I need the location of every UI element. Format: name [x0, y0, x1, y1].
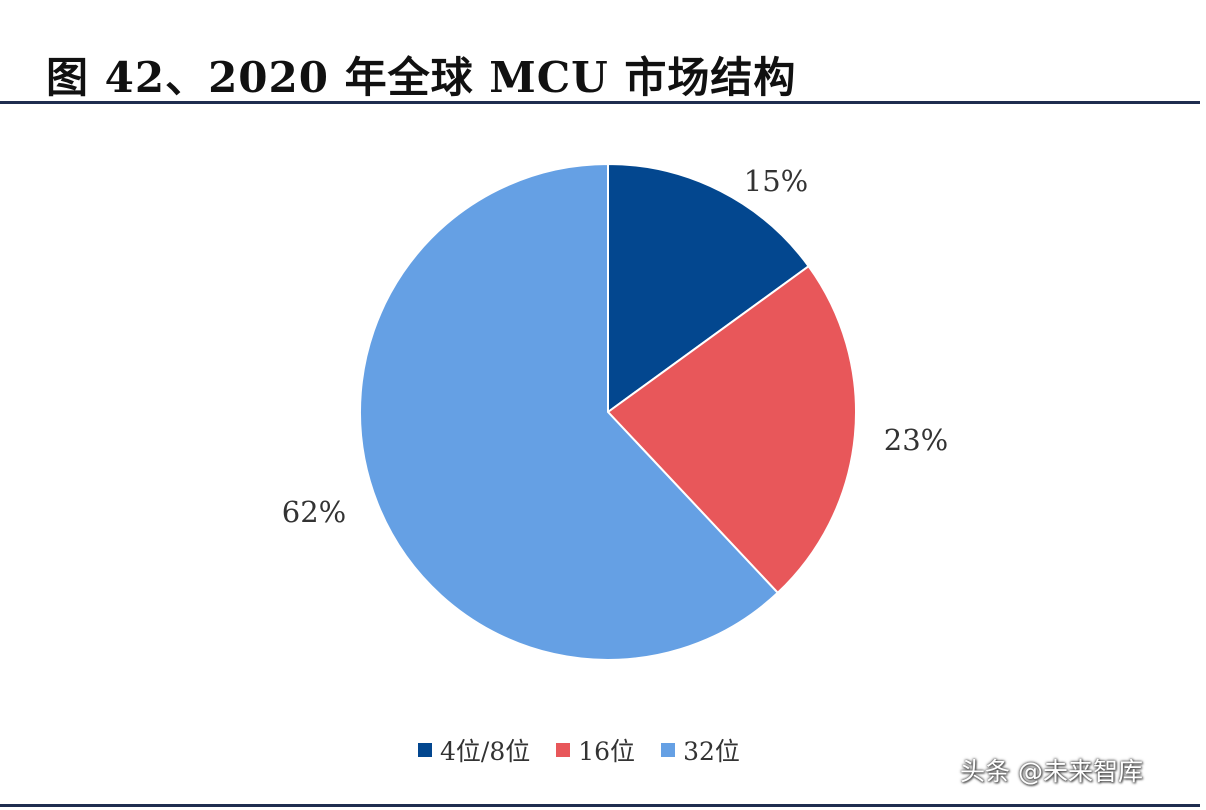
legend-swatch — [661, 743, 676, 757]
figure-title: 图 42、2020 年全球 MCU 市场结构 — [46, 53, 797, 102]
legend-swatch — [556, 743, 571, 757]
legend-item-4-8-bit: 4位/8位 — [418, 732, 530, 768]
pie-slice-3 — [359, 162, 780, 661]
legend-label: 4位/8位 — [440, 737, 531, 766]
legend-item-32-bit: 32位 — [661, 732, 740, 768]
watermark: 头条 @未来智库 — [960, 757, 1143, 786]
pie-slice-2 — [606, 264, 857, 595]
legend-swatch — [418, 743, 432, 757]
title-divider — [0, 101, 1200, 104]
legend-item-16-bit: 16位 — [556, 732, 635, 768]
legend-label: 16位 — [578, 737, 636, 766]
bottom-divider — [0, 804, 1200, 807]
slice-value-label-1: 15% — [744, 164, 808, 198]
legend-label: 32位 — [683, 737, 740, 766]
chart-legend: 4位/8位 16位 32位 — [418, 732, 740, 768]
pie-slice-1 — [607, 162, 811, 414]
slice-value-label-2: 23% — [884, 423, 948, 457]
slice-value-label-3: 62% — [282, 495, 346, 529]
